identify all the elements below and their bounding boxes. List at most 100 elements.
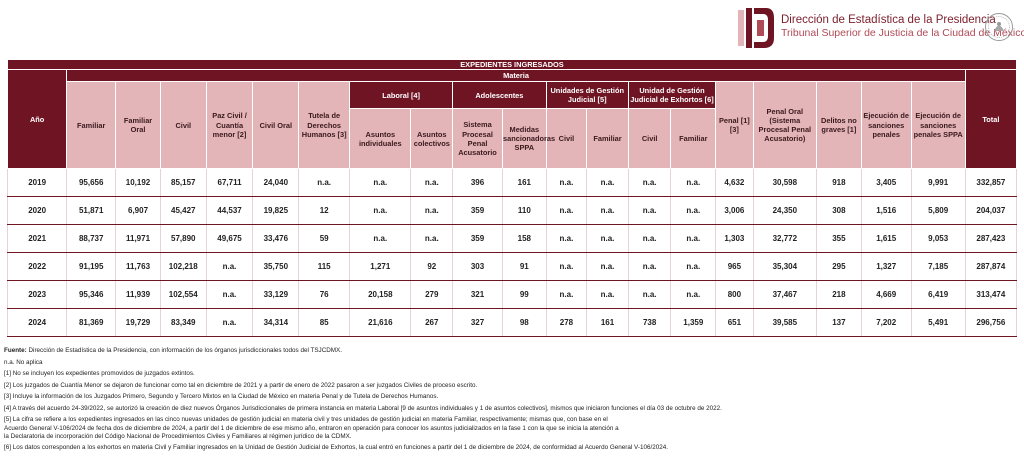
table-cell: 1,327 [860,252,912,282]
table-cell: 30,598 [752,168,818,198]
table-cell: 161 [501,168,547,198]
table-cell: 1,516 [860,196,912,226]
table-cell: 67,711 [205,168,254,198]
footnotes: Fuente: Dirección de Estadística de la P… [4,347,1020,456]
table-cell: n.a. [627,224,672,254]
table-cell: 218 [816,280,862,310]
table-cell: 99 [501,280,547,310]
table-cell: 4,632 [715,168,754,198]
group-laboral: Laboral [4] [349,81,454,110]
table-cell: 34,314 [252,308,300,338]
table-cell: 21,616 [349,308,412,338]
table-cell: n.a. [205,308,254,338]
table-cell: n.a. [670,168,717,198]
col-ejecucion-sppa: Ejecución de sanciones penales SPPA [910,81,966,170]
table-cell: 9,053 [910,224,966,254]
year-cell: 2024 [6,308,68,338]
table-cell: 9,991 [910,168,966,198]
table-cell: 4,669 [860,280,912,310]
table-cell: 98 [501,308,547,338]
table-row: 2020 51,871 6,907 45,427 44,537 19,825 12 n.a. n… [6,196,1018,226]
table-cell: n.a. [627,168,672,198]
national-seal-icon [985,13,1013,41]
table-cell: 5,491 [910,308,966,338]
table-cell: 359 [452,224,503,254]
source-text: Dirección de Estadística de la Presidenc… [26,347,342,354]
table-cell: 7,185 [910,252,966,282]
table-cell: 37,467 [752,280,818,310]
table-cell: n.a. [670,252,717,282]
table-cell: 355 [816,224,862,254]
group-ugje: Unidad de Gestión Judicial de Exhortos [… [627,81,717,110]
table-body: 2019 95,656 10,192 85,157 67,711 24,040 n.a. n.… [6,168,1018,338]
table-cell: 35,304 [752,252,818,282]
col-medidas: Medidas sancionadoras SPPA [501,108,555,170]
table-cell: 1,615 [860,224,912,254]
table-cell: 95,656 [66,168,117,198]
table-cell: 44,537 [205,196,254,226]
col-ugje-familiar: Familiar [670,108,717,170]
table-cell: n.a. [670,224,717,254]
table-row: 2019 95,656 10,192 85,157 67,711 24,040 n.a. n.… [6,168,1018,198]
footnote-2: [2] Los juzgados de Cuantía Menor se dej… [4,381,478,389]
table-cell: n.a. [545,196,588,226]
table-banner: EXPEDIENTES INGRESADOS [7,58,1017,71]
table-cell: n.a. [410,224,454,254]
table-cell: 137 [816,308,862,338]
expedientes-table-wrapper: EXPEDIENTES INGRESADOS Año Materia Total… [6,58,1018,338]
table-cell: n.a. [627,252,672,282]
col-delitos: Delitos no graves [1] [816,81,862,170]
table-cell: 102,218 [159,252,207,282]
table-cell: n.a. [205,252,254,282]
table-cell: 11,971 [115,224,161,254]
header-title: Dirección de Estadística de la Presidenc… [781,14,996,26]
footnote-1: [1] No se incluyen los expedientes promo… [4,370,195,378]
table-cell: n.a. [545,168,588,198]
table-cell: n.a. [545,224,588,254]
tsj-logo-icon [738,8,774,48]
table-cell: n.a. [410,168,454,198]
table-cell: 32,772 [752,224,818,254]
table-cell: 102,554 [159,280,207,310]
table-cell: 1,359 [670,308,717,338]
table-row: 2023 95,346 11,939 102,554 n.a. 33,129 76 20,15… [6,280,1018,310]
table-cell: 918 [816,168,862,198]
table-cell: 6,419 [910,280,966,310]
col-penal: Penal [1][3] [715,81,754,170]
table-cell: 396 [452,168,503,198]
year-cell: 2021 [6,224,68,254]
table-cell: 115 [298,252,351,282]
table-cell: 33,129 [252,280,300,310]
table-cell: n.a. [349,224,412,254]
table-cell: 92 [410,252,454,282]
table-cell: n.a. [627,280,672,310]
table-cell: 7,202 [860,308,912,338]
table-cell: 800 [715,280,754,310]
col-ugj-familiar: Familiar [586,108,629,170]
total-header: Total [964,69,1018,170]
table-cell: 57,890 [159,224,207,254]
table-cell: n.a. [349,168,412,198]
table-cell: 88,737 [66,224,117,254]
table-cell: 303 [452,252,503,282]
table-cell: 85,157 [159,168,207,198]
table-cell: 278 [545,308,588,338]
table-cell: 95,346 [66,280,117,310]
col-tutela: Tutela de Derechos Humanos [3] [298,81,351,170]
table-cell: n.a. [205,280,254,310]
group-ugj: Unidades de Gestión Judicial [5] [545,81,629,110]
table-row: 2022 91,195 11,763 102,218 n.a. 35,750 115 1,27… [6,252,1018,282]
table-cell: 85 [298,308,351,338]
table-cell: 45,427 [159,196,207,226]
table-cell: 49,675 [205,224,254,254]
table-cell: n.a. [545,252,588,282]
table-cell: 19,825 [252,196,300,226]
table-cell: 91 [501,252,547,282]
footnote-5-line-1: [5] La cifra se refiere a los expediente… [4,416,608,424]
col-familiar: Familiar [66,81,117,170]
year-cell: 2019 [6,168,68,198]
total-cell: 313,474 [964,280,1018,310]
table-cell: 91,195 [66,252,117,282]
table-cell: 81,369 [66,308,117,338]
total-cell: 332,857 [964,168,1018,198]
